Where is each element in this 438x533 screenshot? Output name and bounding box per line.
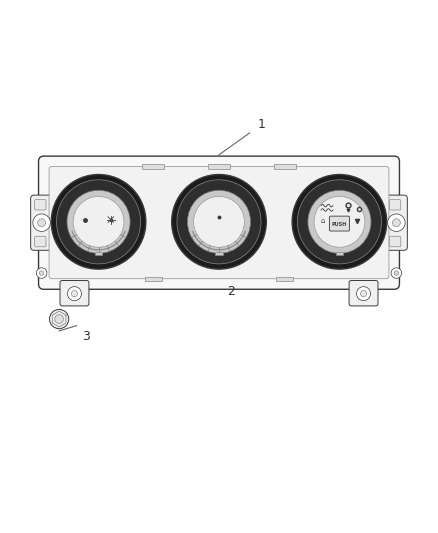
FancyBboxPatch shape <box>329 216 350 231</box>
FancyBboxPatch shape <box>49 167 389 279</box>
Text: 1: 1 <box>258 118 265 131</box>
Ellipse shape <box>51 174 146 269</box>
Bar <box>95 252 102 255</box>
Ellipse shape <box>194 197 244 247</box>
Text: 3: 3 <box>82 330 90 343</box>
Circle shape <box>67 287 81 301</box>
Bar <box>208 164 230 169</box>
Circle shape <box>39 271 44 275</box>
Bar <box>145 277 162 281</box>
Circle shape <box>71 290 78 297</box>
Circle shape <box>360 290 367 297</box>
Ellipse shape <box>308 190 371 253</box>
Text: PUSH: PUSH <box>332 222 347 227</box>
Ellipse shape <box>187 190 251 253</box>
Text: 2: 2 <box>227 285 235 298</box>
Ellipse shape <box>314 197 365 247</box>
FancyBboxPatch shape <box>39 156 399 289</box>
FancyBboxPatch shape <box>31 195 53 251</box>
Circle shape <box>392 219 400 227</box>
FancyBboxPatch shape <box>349 280 378 306</box>
Bar <box>215 252 223 255</box>
FancyBboxPatch shape <box>389 199 401 210</box>
FancyBboxPatch shape <box>385 195 407 251</box>
Bar <box>142 164 164 169</box>
Circle shape <box>33 214 50 231</box>
FancyBboxPatch shape <box>35 236 46 247</box>
Ellipse shape <box>67 190 130 253</box>
Circle shape <box>394 271 399 275</box>
FancyBboxPatch shape <box>35 199 46 210</box>
Text: ⌂: ⌂ <box>321 218 325 224</box>
FancyBboxPatch shape <box>60 280 89 306</box>
Ellipse shape <box>172 174 266 269</box>
Ellipse shape <box>297 180 381 264</box>
Bar <box>336 252 343 255</box>
Circle shape <box>357 287 371 301</box>
Circle shape <box>388 214 405 231</box>
Circle shape <box>49 310 69 329</box>
Circle shape <box>38 219 46 227</box>
Circle shape <box>391 268 402 278</box>
Ellipse shape <box>177 180 261 264</box>
Bar <box>274 164 296 169</box>
Ellipse shape <box>57 180 141 264</box>
FancyBboxPatch shape <box>389 236 401 247</box>
Circle shape <box>55 314 64 324</box>
Circle shape <box>36 268 47 278</box>
Ellipse shape <box>292 174 387 269</box>
Bar <box>276 277 293 281</box>
Ellipse shape <box>73 197 124 247</box>
